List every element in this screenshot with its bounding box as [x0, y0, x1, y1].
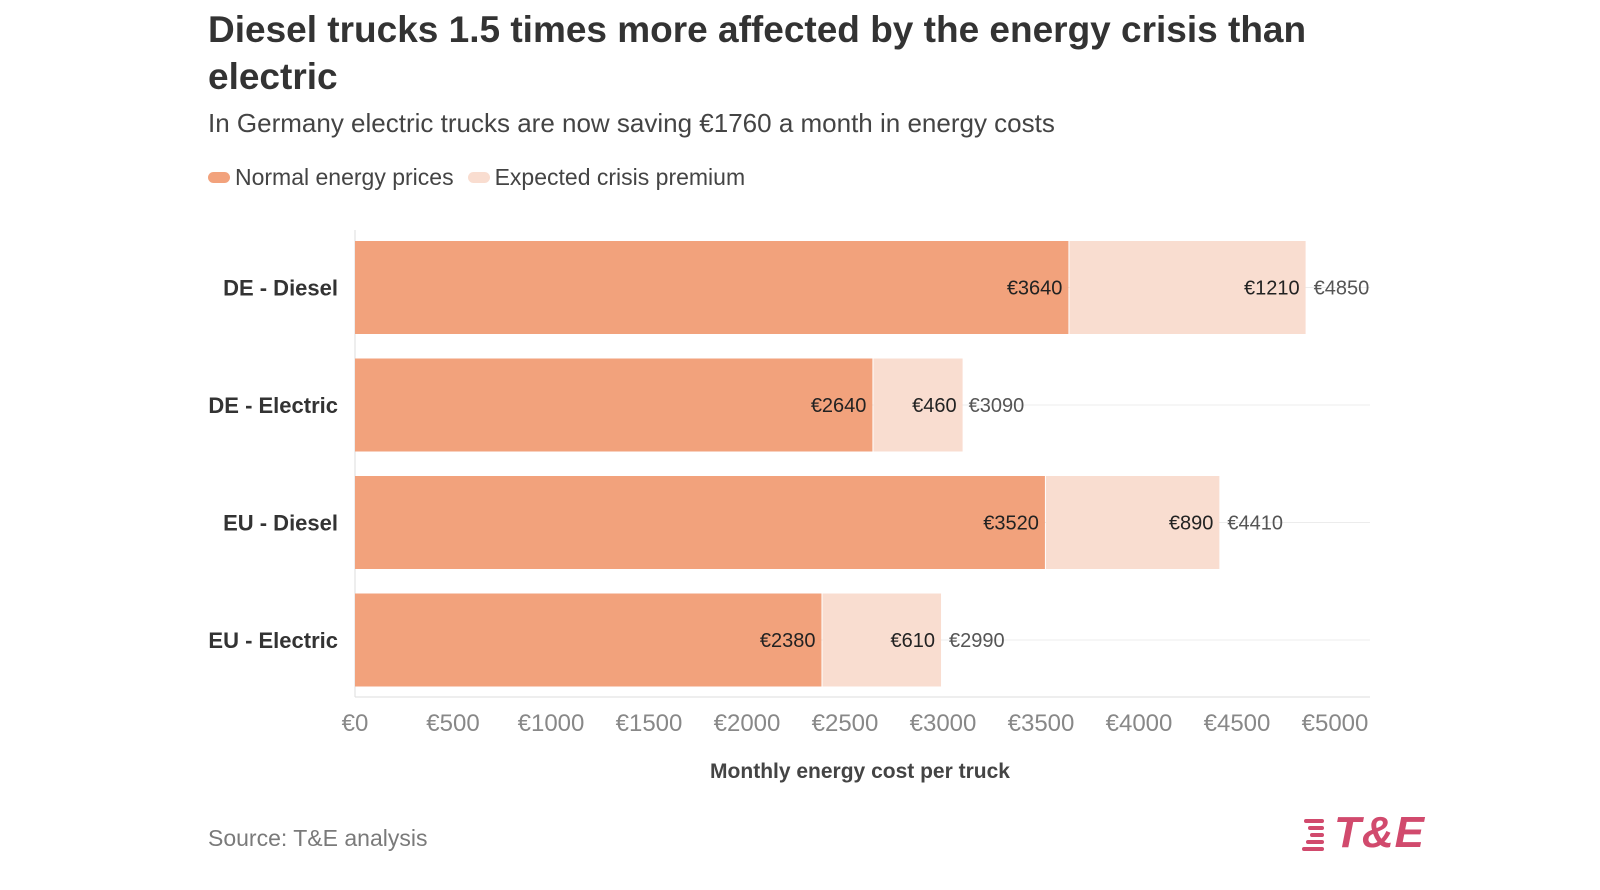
x-axis-title: Monthly energy cost per truck	[710, 760, 1010, 783]
bar-total-label: €4850	[1314, 278, 1370, 300]
x-tick-label: €3500	[1008, 710, 1075, 737]
x-tick-label: €4500	[1204, 710, 1271, 737]
bar-label-normal: €2640	[811, 395, 867, 417]
legend-swatch-normal	[208, 172, 230, 183]
legend-label-normal: Normal energy prices	[235, 164, 454, 190]
bar-premium	[1069, 241, 1306, 334]
bar-premium	[873, 358, 963, 452]
stacked-bar-chart: €3640 €1210 €4850 DE - Diesel €2640 €460 €3090…	[208, 230, 1370, 783]
bar-label-premium: €460	[912, 395, 957, 417]
legend-label-premium: Expected crisis premium	[494, 164, 746, 190]
legend: Normal energy prices Expected crisis pre…	[208, 164, 759, 191]
logo-stripes-icon	[1302, 819, 1324, 851]
legend-swatch-premium	[467, 172, 490, 183]
chart-title: Diesel trucks 1.5 times more affected by…	[208, 9, 1307, 97]
x-tick-label: €4000	[1106, 710, 1173, 737]
x-tick-label: €2000	[714, 710, 781, 737]
category-label: DE - Diesel	[223, 276, 338, 301]
bar-total-label: €2990	[949, 630, 1005, 652]
x-tick-label: €500	[426, 710, 479, 737]
bar-label-normal: €3520	[983, 513, 1039, 535]
source-note: Source: T&E analysis	[208, 825, 428, 851]
bar-premium	[1045, 476, 1220, 569]
bar-normal	[355, 241, 1069, 334]
legend-item-normal: Normal energy prices	[208, 164, 454, 191]
x-tick-label: €3000	[910, 710, 977, 737]
category-label: DE - Electric	[208, 393, 338, 418]
bar-normal	[355, 358, 873, 452]
bar-normal	[355, 593, 822, 687]
chart-subtitle: In Germany electric trucks are now savin…	[208, 108, 1055, 138]
bar-premium	[822, 593, 942, 687]
bar-label-premium: €1210	[1244, 278, 1300, 300]
te-logo: T&E	[1300, 808, 1425, 858]
x-tick-label: €2500	[812, 710, 879, 737]
category-label: EU - Diesel	[223, 511, 338, 536]
bar-label-normal: €2380	[760, 630, 816, 652]
bar-normal	[355, 476, 1045, 569]
bar-label-premium: €890	[1169, 513, 1214, 535]
bar-label-normal: €3640	[1007, 278, 1063, 300]
legend-item-premium: Expected crisis premium	[467, 164, 746, 191]
bar-total-label: €3090	[969, 395, 1025, 417]
bar-label-premium: €610	[891, 630, 936, 652]
category-label: EU - Electric	[208, 628, 338, 653]
bar-total-label: €4410	[1227, 513, 1283, 535]
x-tick-label: €0	[342, 710, 369, 737]
x-tick-label: €1500	[616, 710, 683, 737]
x-tick-label: €1000	[518, 710, 585, 737]
logo-text: T&E	[1334, 808, 1425, 857]
x-tick-label: €5000	[1302, 710, 1369, 737]
